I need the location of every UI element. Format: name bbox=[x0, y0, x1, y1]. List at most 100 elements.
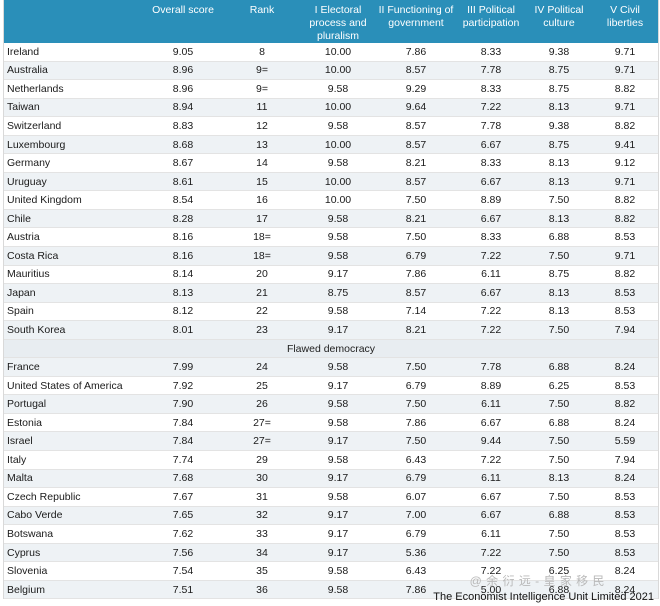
value-cell: 8.82 bbox=[592, 116, 658, 136]
value-cell: 7.50 bbox=[526, 487, 592, 507]
value-cell: 7.78 bbox=[456, 357, 526, 377]
value-cell: 10.00 bbox=[300, 98, 376, 118]
value-cell: 7.22 bbox=[456, 246, 526, 266]
value-cell: 8.21 bbox=[376, 209, 456, 229]
table-row: Mauritius 8.14 20 9.17 7.86 6.11 8.75 8.82 bbox=[4, 265, 658, 285]
value-cell: 8.57 bbox=[376, 283, 456, 303]
value-cell: 7.94 bbox=[592, 320, 658, 340]
value-cell: 9.58 bbox=[300, 413, 376, 433]
value-cell: 25 bbox=[224, 376, 300, 396]
value-cell: 7.50 bbox=[526, 450, 592, 470]
table-row: Belgium 7.51 36 9.58 7.86 5.00 6.88 8.24 bbox=[4, 580, 658, 600]
country-cell: Ireland bbox=[4, 43, 142, 62]
value-cell: 8.96 bbox=[142, 79, 224, 99]
value-cell: 23 bbox=[224, 320, 300, 340]
value-cell: 7.86 bbox=[376, 413, 456, 433]
value-cell: 8.53 bbox=[592, 487, 658, 507]
table-row: Czech Republic 7.67 31 9.58 6.07 6.67 7.50 8.53 bbox=[4, 487, 658, 507]
value-cell: 7.78 bbox=[456, 116, 526, 136]
value-cell: 7.50 bbox=[526, 190, 592, 210]
value-cell: 12 bbox=[224, 116, 300, 136]
value-cell: 22 bbox=[224, 302, 300, 322]
value-cell: 7.22 bbox=[456, 302, 526, 322]
value-cell: 6.88 bbox=[526, 580, 592, 600]
value-cell: 13 bbox=[224, 135, 300, 155]
table-row: Israel 7.84 27= 9.17 7.50 9.44 7.50 5.59 bbox=[4, 431, 658, 452]
value-cell: 8.68 bbox=[142, 135, 224, 155]
value-cell: 7.90 bbox=[142, 394, 224, 414]
table-row: Switzerland 8.83 12 9.58 8.57 7.78 9.38 8.82 bbox=[4, 116, 658, 136]
value-cell: 8.21 bbox=[376, 153, 456, 173]
value-cell: 9.58 bbox=[300, 246, 376, 266]
country-cell: Cyprus bbox=[4, 543, 142, 563]
value-cell: 9.71 bbox=[592, 98, 658, 118]
table-row: Ireland 9.05 8 10.00 7.86 8.33 9.38 9.71 bbox=[4, 43, 658, 62]
value-cell: 24 bbox=[224, 357, 300, 377]
column-header: I Electoral process and pluralism bbox=[300, 0, 376, 43]
table-row: Italy 7.74 29 9.58 6.43 7.22 7.50 7.94 bbox=[4, 450, 658, 470]
value-cell: 8.13 bbox=[526, 283, 592, 303]
value-cell: 6.79 bbox=[376, 524, 456, 544]
value-cell: 10.00 bbox=[300, 135, 376, 155]
value-cell: 7.51 bbox=[142, 580, 224, 600]
value-cell: 10.00 bbox=[300, 172, 376, 192]
value-cell: 7.78 bbox=[456, 61, 526, 81]
table-row: Spain 8.12 22 9.58 7.14 7.22 8.13 8.53 bbox=[4, 302, 658, 322]
value-cell: 8.89 bbox=[456, 376, 526, 396]
value-cell: 6.67 bbox=[456, 209, 526, 229]
table-row: United States of America 7.92 25 9.17 6.79 8.… bbox=[4, 376, 658, 396]
value-cell: 6.11 bbox=[456, 469, 526, 489]
value-cell: 17 bbox=[224, 209, 300, 229]
value-cell: 8.53 bbox=[592, 376, 658, 396]
value-cell: 9.05 bbox=[142, 43, 224, 62]
value-cell: 9.58 bbox=[300, 561, 376, 581]
value-cell: 18= bbox=[224, 246, 300, 266]
table-row: South Korea 8.01 23 9.17 8.21 7.22 7.50 7.94 bbox=[4, 320, 658, 340]
table-row: Costa Rica 8.16 18= 9.58 6.79 7.22 7.50 9.71 bbox=[4, 246, 658, 266]
value-cell: 5.59 bbox=[592, 431, 658, 452]
country-cell: Mauritius bbox=[4, 265, 142, 285]
table-header-row: Overall score Rank I Electoral process and… bbox=[4, 0, 658, 43]
value-cell: 5.36 bbox=[376, 543, 456, 563]
value-cell: 7.50 bbox=[376, 394, 456, 414]
value-cell: 8.16 bbox=[142, 227, 224, 248]
value-cell: 9.58 bbox=[300, 153, 376, 173]
value-cell: 7.86 bbox=[376, 265, 456, 285]
value-cell: 8.82 bbox=[592, 209, 658, 229]
value-cell: 9.29 bbox=[376, 79, 456, 99]
country-cell: France bbox=[4, 357, 142, 377]
value-cell: 8.53 bbox=[592, 283, 658, 303]
value-cell: 8.53 bbox=[592, 543, 658, 563]
value-cell: 6.88 bbox=[526, 227, 592, 248]
country-cell: Costa Rica bbox=[4, 246, 142, 266]
country-cell: Spain bbox=[4, 302, 142, 322]
value-cell: 36 bbox=[224, 580, 300, 600]
democracy-index-table: Overall score Rank I Electoral process and… bbox=[4, 0, 658, 600]
value-cell: 9.17 bbox=[300, 265, 376, 285]
value-cell: 9.17 bbox=[300, 431, 376, 452]
value-cell: 9.58 bbox=[300, 116, 376, 136]
value-cell: 9.71 bbox=[592, 172, 658, 192]
value-cell: 8.24 bbox=[592, 357, 658, 377]
country-cell: Uruguay bbox=[4, 172, 142, 192]
country-cell: Austria bbox=[4, 227, 142, 248]
value-cell: 8.13 bbox=[526, 469, 592, 489]
value-cell: 8.75 bbox=[526, 61, 592, 81]
value-cell: 8.57 bbox=[376, 61, 456, 81]
value-cell: 8.89 bbox=[456, 190, 526, 210]
value-cell: 9.58 bbox=[300, 487, 376, 507]
value-cell: 21 bbox=[224, 283, 300, 303]
value-cell: 9= bbox=[224, 79, 300, 99]
value-cell: 27= bbox=[224, 413, 300, 433]
column-header: IV Political culture bbox=[526, 0, 592, 43]
column-header: II Functioning of government bbox=[376, 0, 456, 43]
value-cell: 6.88 bbox=[526, 413, 592, 433]
watermark-text: @ 余 衍 远 - 皇 家 移 民 bbox=[469, 574, 605, 588]
value-cell: 8.24 bbox=[592, 413, 658, 433]
table-row: Botswana 7.62 33 9.17 6.79 6.11 7.50 8.53 bbox=[4, 524, 658, 544]
value-cell: 8.13 bbox=[526, 98, 592, 118]
country-cell: Slovenia bbox=[4, 561, 142, 581]
country-cell: United Kingdom bbox=[4, 190, 142, 210]
section-row-flawed-democracy: Flawed democracy bbox=[4, 339, 658, 359]
value-cell: 8.75 bbox=[526, 265, 592, 285]
